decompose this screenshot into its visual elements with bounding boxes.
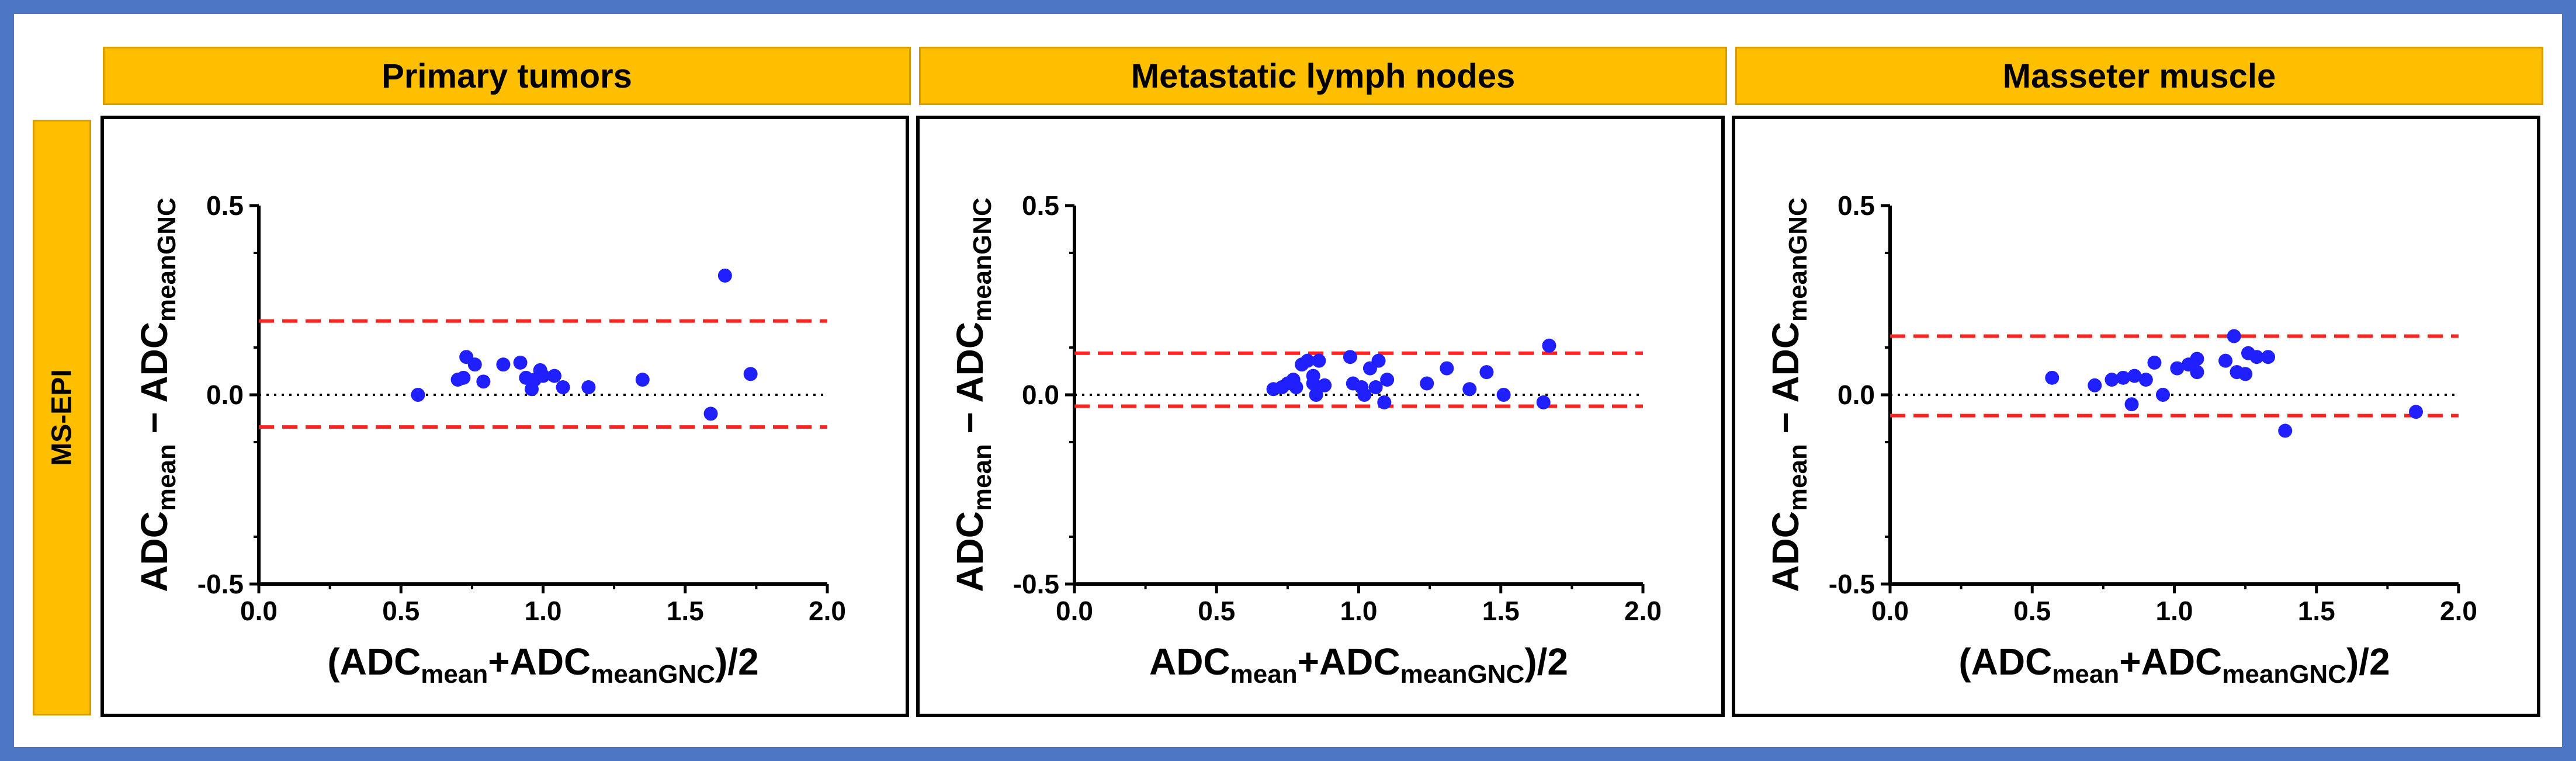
x-tick-label: 1.0 bbox=[525, 596, 562, 626]
y-axis-label-group: ADCmean − ADCmeanGNC bbox=[1764, 197, 1812, 592]
data-point bbox=[1440, 361, 1454, 376]
column-header-label: Primary tumors bbox=[382, 57, 632, 95]
data-point bbox=[513, 355, 528, 370]
y-tick-label: 0.0 bbox=[206, 380, 244, 410]
column-header-label: Masseter muscle bbox=[2002, 57, 2276, 95]
x-axis-label: (ADCmean+ADCmeanGNC)/2 bbox=[327, 641, 758, 689]
data-point bbox=[1312, 353, 1326, 368]
data-point bbox=[581, 380, 596, 395]
x-tick-label: 0.0 bbox=[1871, 596, 1909, 626]
data-point bbox=[1306, 376, 1320, 391]
panel-metastatic-lymph-nodes: 0.0 0.5 1.0 1.5 2.0 -0.5 0.0 0.5 ADCmean+ADCmean… bbox=[916, 116, 1725, 717]
data-point bbox=[2045, 370, 2060, 385]
data-point bbox=[1289, 380, 1303, 395]
x-tick-label: 0.0 bbox=[1056, 596, 1093, 626]
data-point bbox=[411, 388, 425, 402]
data-point bbox=[1371, 353, 1386, 368]
x-tick-label: 2.0 bbox=[809, 596, 846, 626]
x-tick-label: 0.5 bbox=[2013, 596, 2051, 626]
column-header-primary-tumors: Primary tumors bbox=[103, 47, 911, 105]
x-tick-label: 1.5 bbox=[667, 596, 704, 626]
data-point bbox=[2249, 350, 2264, 364]
x-tick-label: 0.5 bbox=[382, 596, 419, 626]
x-tick-label: 1.5 bbox=[1482, 596, 1520, 626]
data-point bbox=[1496, 388, 1511, 402]
x-tick-label: 1.0 bbox=[1340, 596, 1378, 626]
data-point bbox=[1377, 395, 1392, 409]
data-point bbox=[2278, 423, 2293, 438]
data-point bbox=[1462, 382, 1477, 397]
data-point bbox=[1536, 395, 1551, 409]
data-point bbox=[1357, 388, 1372, 402]
data-point bbox=[2156, 388, 2171, 402]
data-point bbox=[1380, 373, 1395, 387]
y-tick-label: -0.5 bbox=[1013, 569, 1059, 599]
data-point bbox=[2124, 397, 2139, 412]
column-header-label: Metastatic lymph nodes bbox=[1131, 57, 1516, 95]
y-tick-label: -0.5 bbox=[1829, 569, 1875, 599]
data-point bbox=[2088, 378, 2102, 392]
data-point bbox=[1368, 380, 1383, 395]
x-tick-label: 0.5 bbox=[1198, 596, 1235, 626]
x-tick-label: 2.0 bbox=[2440, 596, 2477, 626]
data-point bbox=[2409, 405, 2424, 419]
data-point bbox=[1309, 388, 1323, 402]
data-point bbox=[1300, 353, 1315, 368]
data-point bbox=[2138, 373, 2153, 387]
bland-altman-plot-primary-tumors: 0.0 0.5 1.0 1.5 2.0-0.50.00.5(ADCmean+ADCmea… bbox=[133, 190, 846, 689]
data-point bbox=[717, 268, 732, 283]
data-point bbox=[1343, 350, 1357, 364]
data-point bbox=[2227, 329, 2241, 343]
x-tick-label: 2.0 bbox=[1624, 596, 1662, 626]
y-axis-label-group: ADCmean − ADCmeanGNC bbox=[133, 197, 181, 592]
y-tick-label: -0.5 bbox=[197, 569, 244, 599]
data-point bbox=[2190, 352, 2204, 366]
data-point bbox=[556, 380, 570, 395]
y-tick-label: 0.5 bbox=[1837, 190, 1875, 221]
column-header-metastatic-lymph-nodes: Metastatic lymph nodes bbox=[919, 47, 1727, 105]
data-point bbox=[2127, 369, 2142, 383]
y-axis-label: ADCmean − ADCmeanGNC bbox=[133, 197, 181, 592]
y-tick-label: 0.0 bbox=[1837, 380, 1875, 410]
data-point bbox=[743, 367, 758, 381]
y-tick-label: 0.0 bbox=[1022, 380, 1059, 410]
y-tick-label: 0.5 bbox=[1022, 190, 1059, 221]
data-point bbox=[1542, 338, 1556, 353]
panel-primary-tumors: 0.0 0.5 1.0 1.5 2.0 -0.5 0.0 0.5 (ADCmean+ADCmea… bbox=[100, 116, 909, 717]
y-axis-label: ADCmean − ADCmeanGNC bbox=[1764, 197, 1812, 592]
data-point bbox=[1479, 365, 1494, 380]
data-point bbox=[2261, 350, 2276, 364]
data-point bbox=[547, 369, 561, 383]
data-point bbox=[2170, 361, 2185, 376]
x-tick-label: 1.0 bbox=[2156, 596, 2193, 626]
panel-masseter-muscle: 0.0 0.5 1.0 1.5 2.0 -0.5 0.0 0.5 (ADCmean+ADCmea… bbox=[1732, 116, 2540, 717]
data-point bbox=[456, 370, 471, 385]
y-axis-label-group: ADCmean − ADCmeanGNC bbox=[949, 197, 997, 592]
data-point bbox=[536, 369, 550, 383]
bland-altman-plot-metastatic-lymph-nodes: 0.0 0.5 1.0 1.5 2.0-0.50.00.5ADCmean+ADCmean… bbox=[949, 190, 1662, 689]
data-point bbox=[496, 357, 511, 372]
data-point bbox=[476, 374, 491, 389]
data-point bbox=[2147, 355, 2162, 370]
data-point bbox=[635, 373, 650, 387]
data-point bbox=[2105, 373, 2119, 387]
data-point bbox=[2218, 353, 2233, 368]
x-axis-label: (ADCmean+ADCmeanGNC)/2 bbox=[1958, 641, 2390, 689]
x-tick-label: 1.5 bbox=[2298, 596, 2335, 626]
data-point bbox=[467, 357, 482, 372]
bland-altman-plot-masseter-muscle: 0.0 0.5 1.0 1.5 2.0-0.50.00.5(ADCmean+ADCmea… bbox=[1764, 190, 2477, 689]
y-tick-label: 0.5 bbox=[206, 190, 244, 221]
x-axis-label: ADCmean+ADCmeanGNC)/2 bbox=[1149, 641, 1568, 689]
data-point bbox=[2238, 367, 2253, 381]
column-header-masseter-muscle: Masseter muscle bbox=[1735, 47, 2543, 105]
data-point bbox=[1420, 376, 1434, 391]
data-point bbox=[1318, 378, 1332, 392]
x-tick-label: 0.0 bbox=[240, 596, 278, 626]
row-header-label: MS-EPI bbox=[46, 369, 78, 466]
data-point bbox=[2190, 365, 2204, 380]
data-point bbox=[703, 406, 718, 421]
y-axis-label: ADCmean − ADCmeanGNC bbox=[949, 197, 997, 592]
row-header-ms-epi: MS-EPI bbox=[33, 120, 91, 715]
data-point bbox=[2116, 370, 2130, 385]
